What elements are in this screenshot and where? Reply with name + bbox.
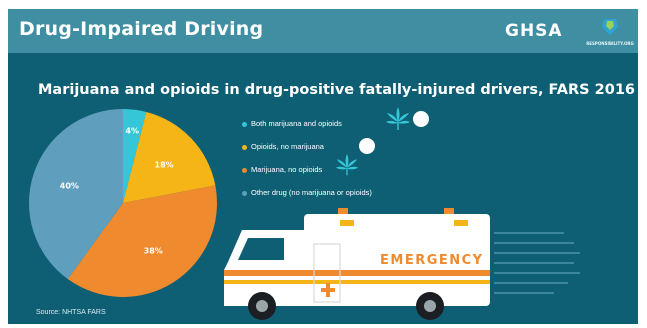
- legend-label-opioids: Opioids, no marijuana: [251, 142, 324, 151]
- responsibility-logo-text: RESPONSIBILITY.ORG: [586, 41, 634, 46]
- legend-swatch-other: [242, 191, 247, 196]
- infographic-card: Drug-Impaired Driving GHSA RESPONSIBILIT…: [8, 9, 638, 324]
- legend-label-marijuana: Marijuana, no opioids: [251, 165, 323, 174]
- ambulance-door: [313, 243, 341, 303]
- pie-chart: 4% 18% 38% 40%: [28, 109, 218, 298]
- pie-label-3: 40%: [60, 182, 79, 191]
- legend-label-both: Both marijuana and opioids: [251, 119, 342, 128]
- pie-label-0: 4%: [125, 126, 139, 135]
- legend-swatch-opioids: [242, 145, 247, 150]
- pie-slice-0: [123, 109, 147, 203]
- ambulance-stripe-yellow: [224, 280, 490, 284]
- chart-title: Marijuana and opioids in drug-positive f…: [38, 82, 635, 98]
- pie-slice-3: [28, 109, 123, 280]
- header-bar: Drug-Impaired Driving GHSA RESPONSIBILIT…: [8, 9, 638, 53]
- ambulance-marker-right: [454, 220, 468, 226]
- ambulance-illustration: EMERGENCY: [224, 208, 490, 320]
- ambulance-light-right: [444, 208, 454, 214]
- legend-swatch-both: [242, 122, 247, 127]
- responsibility-logo: [602, 19, 618, 35]
- header-title: Drug-Impaired Driving: [19, 18, 264, 40]
- ambulance-label: EMERGENCY: [380, 253, 484, 268]
- cannabis-leaf-icon: [386, 107, 410, 130]
- ambulance-light-left: [338, 208, 348, 214]
- pie-label-1: 18%: [155, 160, 174, 169]
- ambulance-window: [238, 238, 284, 260]
- cannabis-leaf-icon: [335, 153, 359, 176]
- ambulance-stripe-orange: [224, 270, 490, 276]
- ghsa-logo: GHSA: [505, 21, 563, 41]
- pie-slice-2: [67, 185, 218, 298]
- pie-slice-1: [123, 111, 216, 203]
- pill-icon: [359, 138, 375, 154]
- legend-swatch-marijuana: [242, 168, 247, 173]
- pill-icon: [413, 111, 429, 127]
- source-note: Source: NHTSA FARS: [36, 309, 106, 316]
- speed-lines: [494, 232, 580, 294]
- pie-label-2: 38%: [144, 247, 163, 256]
- legend-label-other: Other drug (no marijuana or opioids): [251, 188, 372, 197]
- ambulance-marker-left: [340, 220, 354, 226]
